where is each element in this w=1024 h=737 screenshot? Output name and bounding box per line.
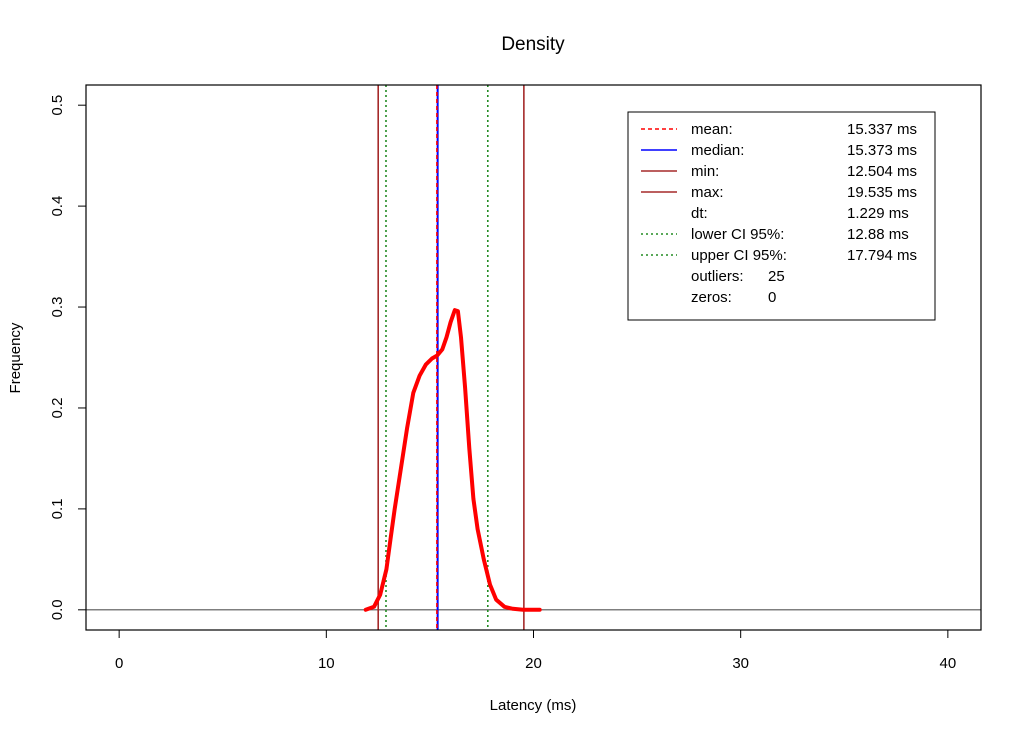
legend-label: min: (691, 163, 719, 180)
x-tick-label: 40 (940, 655, 957, 672)
legend: mean: 15.337 ms median: 15.373 ms min: 12.504… (627, 111, 936, 321)
legend-value: 19.535 ms (847, 184, 917, 201)
x-tick-label: 30 (732, 655, 749, 672)
legend-value: 1.229 ms (847, 205, 909, 222)
legend-box (627, 111, 936, 321)
legend-value: 17.794 ms (847, 247, 917, 264)
density-curve-layer (363, 308, 542, 612)
legend-label: upper CI 95%: (691, 247, 787, 264)
y-axis: 0.0 0.1 0.2 0.3 0.4 0.5 (49, 95, 87, 620)
y-tick-label: 0.5 (49, 95, 66, 116)
x-axis-label: Latency (ms) (490, 697, 577, 714)
legend-label: lower CI 95%: (691, 226, 784, 243)
x-tick-label: 0 (115, 655, 123, 672)
density-curve-0 (363, 308, 542, 612)
legend-value: 15.373 ms (847, 142, 917, 159)
legend-value: 15.337 ms (847, 121, 917, 138)
legend-label: zeros: (691, 289, 732, 306)
legend-value: 12.504 ms (847, 163, 917, 180)
y-axis-label: Frequency (7, 322, 24, 393)
legend-label: median: (691, 142, 744, 159)
y-tick-label: 0.3 (49, 297, 66, 318)
y-tick-label: 0.2 (49, 398, 66, 419)
legend-value: 0 (768, 289, 776, 306)
legend-value: 12.88 ms (847, 226, 909, 243)
legend-label: max: (691, 184, 724, 201)
legend-label: dt: (691, 205, 708, 222)
x-tick-label: 10 (318, 655, 335, 672)
legend-label: mean: (691, 121, 733, 138)
y-tick-label: 0.1 (49, 498, 66, 519)
legend-label: outliers: (691, 268, 744, 285)
x-axis: 0 10 20 30 40 (115, 629, 957, 672)
legend-value: 25 (768, 268, 785, 285)
plot-frame (85, 84, 982, 631)
chart-title: Density (501, 34, 565, 55)
x-tick-label: 20 (525, 655, 542, 672)
y-tick-label: 0.4 (49, 196, 66, 217)
y-tick-label: 0.0 (49, 599, 66, 620)
